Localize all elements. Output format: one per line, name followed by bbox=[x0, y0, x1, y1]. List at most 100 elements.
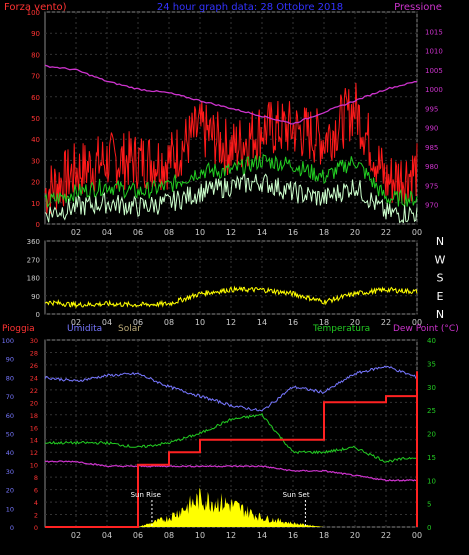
direction-tick-label: 180 bbox=[27, 275, 40, 283]
wind-speed-tick-label: 20 bbox=[31, 179, 40, 187]
weather-x-tick-label: 22 bbox=[381, 531, 391, 540]
temperature-tick-label: 5 bbox=[427, 501, 431, 509]
temperature-tick-label: 40 bbox=[427, 337, 436, 345]
wind-speed-tick-label: 30 bbox=[31, 157, 40, 165]
rain-tick-label: 24 bbox=[30, 374, 38, 382]
pressure-series bbox=[44, 64, 418, 125]
rain-tick-label: 20 bbox=[30, 399, 38, 407]
direction-x-tick-label: 00 bbox=[412, 318, 422, 327]
wind-x-tick-label: 22 bbox=[381, 228, 391, 237]
rain-tick-label: 12 bbox=[30, 449, 38, 457]
wind-gust-series bbox=[44, 82, 418, 214]
wind-speed-tick-label: 100 bbox=[27, 9, 40, 17]
rain-tick-label: 18 bbox=[30, 412, 38, 420]
humidity-tick-label: 10 bbox=[6, 505, 14, 513]
wind-x-tick-label: 06 bbox=[133, 228, 143, 237]
temperature-tick-label: 35 bbox=[427, 360, 436, 368]
pressure-tick-label: 995 bbox=[425, 105, 438, 113]
temperature-tick-label: 30 bbox=[427, 384, 436, 392]
wind-x-tick-label: 00 bbox=[412, 228, 422, 237]
wind-speed-tick-label: 10 bbox=[31, 200, 40, 208]
pressure-tick-label: 1010 bbox=[425, 48, 443, 56]
temperature-tick-label: 15 bbox=[427, 454, 436, 462]
weather-x-tick-label: 00 bbox=[412, 531, 422, 540]
pressure-tick-label: 990 bbox=[425, 125, 438, 133]
weather-plot-frame bbox=[44, 339, 418, 528]
temperature-axis-title: Temperatura bbox=[312, 324, 370, 334]
pressure-axis-title: Pressione bbox=[394, 2, 442, 13]
direction-x-tick-label: 06 bbox=[133, 318, 143, 327]
rain-tick-label: 2 bbox=[34, 512, 38, 520]
wind-axis-title: Forza vento) bbox=[4, 2, 67, 13]
temperature-tick-label: 0 bbox=[427, 524, 431, 532]
humidity-tick-label: 60 bbox=[6, 412, 14, 420]
sunrise-label: Sun Rise bbox=[131, 491, 161, 499]
rain-axis-title: Pioggia bbox=[2, 324, 35, 334]
wind-average-series bbox=[44, 153, 418, 209]
direction-tick-label: 360 bbox=[27, 238, 40, 246]
humidity-tick-label: 0 bbox=[10, 524, 14, 532]
pressure-tick-label: 1015 bbox=[425, 28, 443, 36]
rain-tick-label: 14 bbox=[30, 437, 38, 445]
weather-x-tick-label: 04 bbox=[102, 531, 112, 540]
rain-tick-label: 30 bbox=[30, 337, 38, 345]
direction-x-tick-label: 10 bbox=[195, 318, 205, 327]
humidity-axis-title: Umidita bbox=[67, 324, 102, 334]
wind-speed-tick-label: 50 bbox=[31, 115, 40, 123]
humidity-tick-label: 40 bbox=[6, 449, 14, 457]
solar-axis-title: Solar bbox=[118, 324, 141, 334]
weather-x-tick-label: 02 bbox=[71, 531, 81, 540]
rain-tick-label: 28 bbox=[30, 349, 38, 357]
direction-x-tick-label: 02 bbox=[71, 318, 81, 327]
direction-x-tick-label: 22 bbox=[381, 318, 391, 327]
rain-tick-label: 16 bbox=[30, 424, 38, 432]
temperature-tick-label: 25 bbox=[427, 407, 436, 415]
rain-tick-label: 6 bbox=[34, 487, 38, 495]
wind-speed-tick-label: 70 bbox=[31, 73, 40, 81]
wind-speed-tick-label: 90 bbox=[31, 30, 40, 38]
pressure-tick-label: 970 bbox=[425, 202, 438, 210]
rain-tick-label: 4 bbox=[34, 499, 38, 507]
wind-x-tick-label: 20 bbox=[350, 228, 360, 237]
humidity-tick-label: 30 bbox=[6, 468, 14, 476]
rain-series bbox=[45, 371, 418, 528]
direction-x-tick-label: 14 bbox=[257, 318, 267, 327]
weather-x-tick-label: 12 bbox=[226, 531, 236, 540]
wind-low-series bbox=[44, 173, 418, 224]
compass-label: S bbox=[437, 272, 444, 285]
compass-label: W bbox=[435, 253, 446, 266]
wind-speed-tick-label: 80 bbox=[31, 51, 40, 59]
solar-series bbox=[45, 487, 417, 527]
wind-speed-tick-label: 60 bbox=[31, 94, 40, 102]
direction-x-tick-label: 16 bbox=[288, 318, 298, 327]
direction-x-tick-label: 08 bbox=[164, 318, 174, 327]
rain-tick-label: 0 bbox=[34, 524, 38, 532]
direction-tick-label: 90 bbox=[31, 293, 40, 301]
wind-x-tick-label: 02 bbox=[71, 228, 81, 237]
temperature-tick-label: 10 bbox=[427, 477, 436, 485]
weather-x-tick-label: 06 bbox=[133, 531, 143, 540]
wind-x-tick-label: 18 bbox=[319, 228, 329, 237]
weather-x-tick-label: 14 bbox=[257, 531, 267, 540]
pressure-tick-label: 980 bbox=[425, 163, 438, 171]
weather-x-tick-label: 08 bbox=[164, 531, 174, 540]
temperature-series bbox=[44, 412, 418, 463]
humidity-tick-label: 50 bbox=[6, 431, 14, 439]
direction-x-tick-label: 12 bbox=[226, 318, 236, 327]
wind-x-tick-label: 04 bbox=[102, 228, 112, 237]
direction-x-tick-label: 20 bbox=[350, 318, 360, 327]
wind-x-tick-label: 16 bbox=[288, 228, 298, 237]
pressure-tick-label: 985 bbox=[425, 144, 438, 152]
humidity-series bbox=[44, 365, 418, 412]
humidity-tick-label: 80 bbox=[6, 374, 14, 382]
direction-tick-label: 0 bbox=[36, 311, 40, 319]
weather-x-tick-label: 18 bbox=[319, 531, 329, 540]
humidity-tick-label: 90 bbox=[6, 356, 14, 364]
rain-tick-label: 10 bbox=[30, 462, 38, 470]
weather-x-tick-label: 16 bbox=[288, 531, 298, 540]
temperature-tick-label: 20 bbox=[427, 431, 436, 439]
compass-label: N bbox=[436, 308, 444, 321]
humidity-tick-label: 70 bbox=[6, 393, 14, 401]
